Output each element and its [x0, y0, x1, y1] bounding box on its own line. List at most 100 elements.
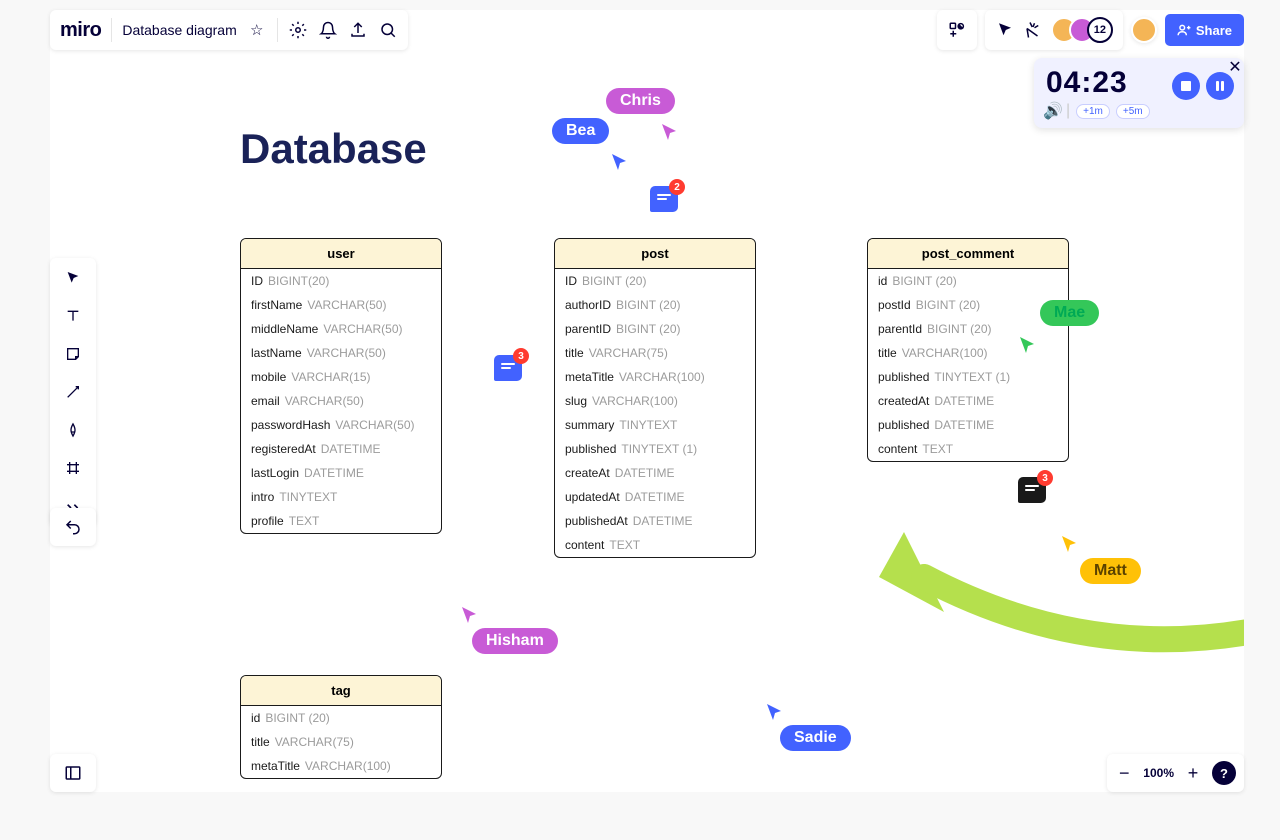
er-table-row: authorIDBIGINT (20): [555, 293, 755, 317]
frames-panel-icon[interactable]: [50, 754, 96, 792]
er-table-row: createdAtDATETIME: [868, 389, 1068, 413]
board-name[interactable]: Database diagram: [122, 22, 236, 38]
er-table-row: idBIGINT (20): [868, 269, 1068, 293]
er-table-row: introTINYTEXT: [241, 485, 441, 509]
comment-bubble[interactable]: 3: [1018, 477, 1046, 503]
er-table-header: user: [241, 239, 441, 269]
er-table-row: publishedTINYTEXT (1): [868, 365, 1068, 389]
cursor-arrow-icon: [1060, 534, 1080, 554]
er-table-row: mobileVARCHAR(15): [241, 365, 441, 389]
timer-pause-button[interactable]: [1206, 72, 1234, 100]
text-tool-icon[interactable]: [61, 304, 85, 328]
er-table-row: passwordHashVARCHAR(50): [241, 413, 441, 437]
er-table-row: publishedDATETIME: [868, 413, 1068, 437]
divider: [111, 18, 112, 42]
search-icon[interactable]: [378, 20, 398, 40]
er-table-row: lastNameVARCHAR(50): [241, 341, 441, 365]
collaborator-cursor-hisham: Hisham: [472, 628, 558, 654]
cursor-arrow-icon: [610, 152, 630, 172]
er-table-row: idBIGINT (20): [241, 706, 441, 730]
collaborator-cursor-bea: Bea: [552, 118, 609, 144]
divider: [277, 18, 278, 42]
share-button[interactable]: Share: [1165, 14, 1244, 46]
er-table-tag[interactable]: tagidBIGINT (20)titleVARCHAR(75)metaTitl…: [240, 675, 442, 779]
zoom-in-button[interactable]: +: [1184, 763, 1202, 784]
er-table-row: metaTitleVARCHAR(100): [241, 754, 441, 778]
er-table-row: contentTEXT: [555, 533, 755, 557]
select-tool-icon[interactable]: [61, 266, 85, 290]
drawn-arrow: [844, 492, 1244, 692]
logo[interactable]: miro: [60, 19, 101, 42]
zoom-out-button[interactable]: −: [1115, 763, 1133, 784]
avatar-count[interactable]: 12: [1087, 17, 1113, 43]
cursor-arrow-icon: [460, 605, 480, 625]
topbar-right: 12 Share: [937, 10, 1244, 50]
comment-count-badge: 3: [1037, 470, 1053, 486]
comment-bubble[interactable]: 3: [494, 355, 522, 381]
comment-count-badge: 2: [669, 179, 685, 195]
er-table-row: publishedAtDATETIME: [555, 509, 755, 533]
er-table-row: emailVARCHAR(50): [241, 389, 441, 413]
timer-panel: ✕ 04:23 🔊 | +1m +5m: [1034, 58, 1244, 128]
er-table-row: profileTEXT: [241, 509, 441, 533]
line-tool-icon[interactable]: [61, 380, 85, 404]
sticky-tool-icon[interactable]: [61, 342, 85, 366]
er-table-row: updatedAtDATETIME: [555, 485, 755, 509]
timer-stop-button[interactable]: [1172, 72, 1200, 100]
topbar-left: miro Database diagram ☆: [50, 10, 408, 50]
collaborator-cursor-matt: Matt: [1080, 558, 1141, 584]
cursor-arrow-icon: [660, 122, 680, 142]
avatar-stack[interactable]: 12: [1051, 17, 1113, 43]
er-table-row: metaTitleVARCHAR(100): [555, 365, 755, 389]
er-table-row: registeredAtDATETIME: [241, 437, 441, 461]
avatar-self[interactable]: [1131, 17, 1157, 43]
cursor-arrow-icon: [1018, 335, 1038, 355]
comment-bubble[interactable]: 2: [650, 186, 678, 212]
er-table-row: contentTEXT: [868, 437, 1068, 461]
left-toolbar: [50, 258, 96, 526]
er-table-post_comment[interactable]: post_commentidBIGINT (20)postIdBIGINT (2…: [867, 238, 1069, 462]
er-table-row: titleVARCHAR(75): [555, 341, 755, 365]
star-icon[interactable]: ☆: [247, 20, 267, 40]
zoom-value: 100%: [1143, 766, 1174, 780]
share-label: Share: [1196, 23, 1232, 38]
er-table-row: createAtDATETIME: [555, 461, 755, 485]
comment-count-badge: 3: [513, 348, 529, 364]
er-table-header: tag: [241, 676, 441, 706]
er-table-row: lastLoginDATETIME: [241, 461, 441, 485]
er-table-header: post_comment: [868, 239, 1068, 269]
collaborator-cursor-mae: Mae: [1040, 300, 1099, 326]
timer-plus-1m[interactable]: +1m: [1076, 104, 1110, 119]
settings-icon[interactable]: [288, 20, 308, 40]
er-table-row: parentIDBIGINT (20): [555, 317, 755, 341]
help-button[interactable]: ?: [1212, 761, 1236, 785]
er-table-row: publishedTINYTEXT (1): [555, 437, 755, 461]
er-table-header: post: [555, 239, 755, 269]
cursor-arrow-icon: [765, 702, 785, 722]
timer-plus-5m[interactable]: +5m: [1116, 104, 1150, 119]
er-table-post[interactable]: postIDBIGINT (20)authorIDBIGINT (20)pare…: [554, 238, 756, 558]
er-table-row: IDBIGINT (20): [555, 269, 755, 293]
er-table-row: firstNameVARCHAR(50): [241, 293, 441, 317]
er-table-row: parentIdBIGINT (20): [868, 317, 1068, 341]
apps-icon[interactable]: [937, 10, 977, 50]
export-icon[interactable]: [348, 20, 368, 40]
er-table-user[interactable]: userIDBIGINT(20)firstNameVARCHAR(50)midd…: [240, 238, 442, 534]
collaborator-cursor-chris: Chris: [606, 88, 675, 114]
undo-button[interactable]: [50, 508, 96, 546]
bell-icon[interactable]: [318, 20, 338, 40]
reactions-icon[interactable]: [1023, 20, 1043, 40]
page-title: Database: [240, 125, 427, 173]
er-table-row: middleNameVARCHAR(50): [241, 317, 441, 341]
pen-tool-icon[interactable]: [61, 418, 85, 442]
er-table-row: summaryTINYTEXT: [555, 413, 755, 437]
er-table-row: IDBIGINT(20): [241, 269, 441, 293]
er-table-row: titleVARCHAR(100): [868, 341, 1068, 365]
er-table-row: slugVARCHAR(100): [555, 389, 755, 413]
frame-tool-icon[interactable]: [61, 456, 85, 480]
collaborator-cursor-sadie: Sadie: [780, 725, 851, 751]
sound-icon[interactable]: 🔊: [1046, 104, 1060, 118]
cursor-mode-icon[interactable]: [995, 20, 1015, 40]
zoom-bar: − 100% + ?: [1107, 754, 1244, 792]
er-table-row: titleVARCHAR(75): [241, 730, 441, 754]
